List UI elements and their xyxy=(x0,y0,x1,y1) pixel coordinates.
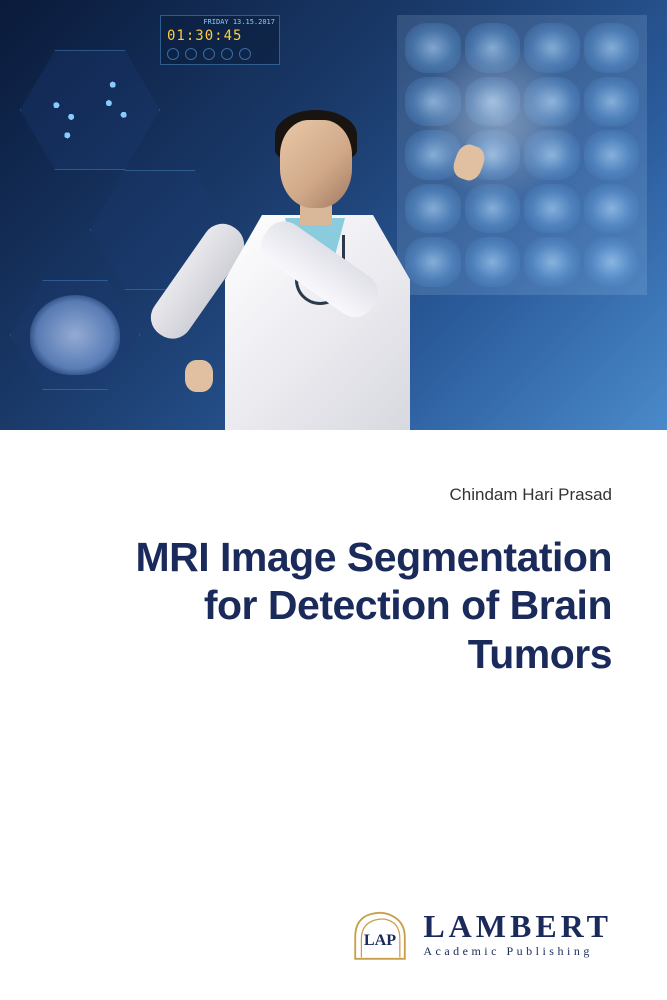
title-line-1: MRI Image Segmentation xyxy=(135,534,612,580)
mri-scan-grid xyxy=(397,15,647,295)
publisher-name: LAMBERT xyxy=(423,910,612,942)
author-name: Chindam Hari Prasad xyxy=(55,485,612,505)
monitor-panel: FRIDAY 13.15.2017 01:30:45 xyxy=(160,15,280,65)
monitor-icon xyxy=(221,48,233,60)
monitor-time: 01:30:45 xyxy=(167,28,242,44)
mri-thumbnail xyxy=(584,23,640,73)
monitor-icon xyxy=(203,48,215,60)
monitor-date: FRIDAY 13.15.2017 xyxy=(203,18,275,26)
monitor-icon xyxy=(239,48,251,60)
doctor-figure xyxy=(200,90,420,430)
monitor-icons-row xyxy=(167,48,251,60)
mri-thumbnail xyxy=(465,184,521,234)
publisher-subtitle: Academic Publishing xyxy=(423,944,612,959)
svg-text:LAP: LAP xyxy=(364,932,396,949)
doctor-head xyxy=(280,120,352,208)
mri-thumbnail xyxy=(465,77,521,127)
publisher-logo-icon: LAP xyxy=(349,903,411,965)
publisher-text: LAMBERT Academic Publishing xyxy=(423,910,612,959)
mri-thumbnail xyxy=(405,23,461,73)
mri-thumbnail xyxy=(524,23,580,73)
mri-thumbnail xyxy=(524,130,580,180)
cover-lower-section: Chindam Hari Prasad MRI Image Segmentati… xyxy=(0,430,667,1000)
doctor-hand-left xyxy=(185,360,213,392)
mri-thumbnail xyxy=(524,184,580,234)
brain-graphic xyxy=(30,295,120,375)
mri-thumbnail xyxy=(465,237,521,287)
monitor-icon xyxy=(167,48,179,60)
mri-thumbnail xyxy=(584,77,640,127)
mri-thumbnail xyxy=(524,77,580,127)
mri-thumbnail xyxy=(584,184,640,234)
mri-thumbnail xyxy=(465,23,521,73)
monitor-icon xyxy=(185,48,197,60)
cover-hero-image: FRIDAY 13.15.2017 01:30:45 xyxy=(0,0,667,430)
book-title: MRI Image Segmentation for Detection of … xyxy=(55,533,612,678)
mri-thumbnail xyxy=(524,237,580,287)
mri-thumbnail xyxy=(584,130,640,180)
publisher-block: LAP LAMBERT Academic Publishing xyxy=(349,903,612,965)
title-line-2: for Detection of Brain xyxy=(204,582,612,628)
title-line-3: Tumors xyxy=(468,631,612,677)
mri-thumbnail xyxy=(584,237,640,287)
